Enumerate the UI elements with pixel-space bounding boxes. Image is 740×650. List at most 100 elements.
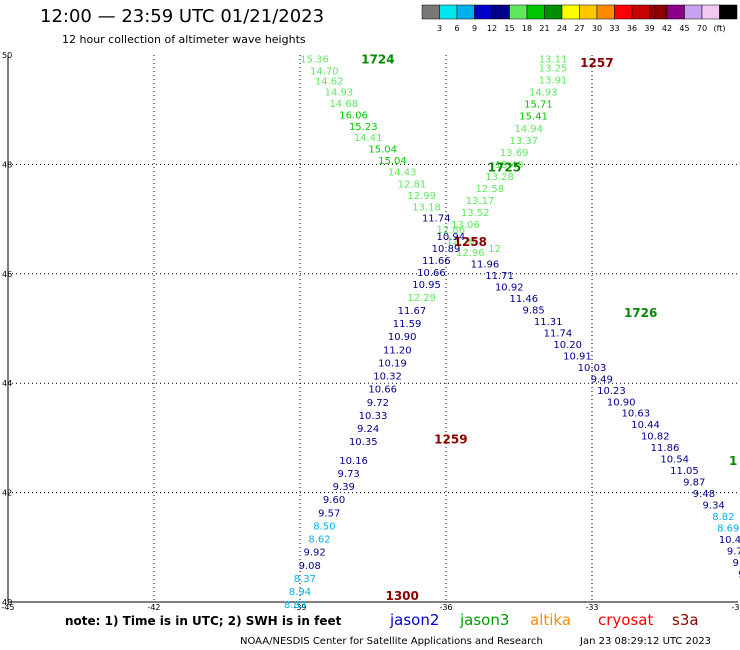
wave-height-value: 13.25 <box>539 64 568 75</box>
colorbar-swatch <box>491 4 510 20</box>
x-tick-label: -36 <box>439 603 452 612</box>
wave-height-value: 10.03 <box>578 363 607 374</box>
wave-height-value: 12.96 <box>456 248 485 259</box>
wave-height-value: 12.86 <box>437 225 466 236</box>
wave-height-value: 8.50 <box>313 521 335 532</box>
footer-credit: NOAA/NESDIS Center for Satellite Applica… <box>240 636 543 647</box>
wave-height-value: 9.92 <box>303 548 325 559</box>
wave-height-value: 11.86 <box>651 443 680 454</box>
wave-height-value: 10.89 <box>432 244 461 255</box>
legend-cryosat: cryosat <box>598 611 653 629</box>
pass-number-label: 1257 <box>580 56 613 70</box>
x-tick-label: -39 <box>293 603 306 612</box>
pass-number-label: 1 <box>729 454 737 468</box>
wave-height-value: 9.08 <box>299 561 321 572</box>
wave-height-value: 10.44 <box>631 420 660 431</box>
colorbar-label: 24 <box>557 24 567 33</box>
colorbar-swatch <box>701 4 720 20</box>
wave-height-value: 8.69 <box>717 524 739 535</box>
wave-height-value: 9.57 <box>318 508 340 519</box>
y-tick-label: 50 <box>2 51 12 60</box>
colorbar-swatch <box>456 4 475 20</box>
footer-note: note: 1) Time is in UTC; 2) SWH is in fe… <box>65 614 342 628</box>
wave-height-value: 10.95 <box>412 280 441 291</box>
colorbar: 3 6 9 12 15 18 21 24 27 30 33 36 39 42 45 70 (ft) <box>421 4 738 33</box>
wave-height-value: 12.81 <box>398 180 427 191</box>
colorbar-swatch <box>631 4 650 20</box>
footer: note: 1) Time is in UTC; 2) SWH is in fe… <box>65 611 711 647</box>
wave-height-value: 11.67 <box>398 306 427 317</box>
wave-height-value: 8.82 <box>712 512 734 523</box>
wave-height-value: 9.72 <box>367 398 389 409</box>
pass-number-label: 1300 <box>385 589 418 603</box>
wave-height-value: 14.41 <box>354 133 383 144</box>
wave-height-value: 10.19 <box>378 358 407 369</box>
legend-jason2: jason2 <box>389 611 439 629</box>
wave-height-value: 11.66 <box>422 256 451 267</box>
wave-height-value: 13.06 <box>451 220 480 231</box>
pass-number-label: 1259 <box>434 432 467 446</box>
x-tick-label: -33 <box>585 603 598 612</box>
pass-labels: 1724 1725 1726 1257 1258 1259 1300 1 <box>361 52 737 603</box>
wave-height-value: 9.87 <box>683 478 705 489</box>
pass-number-label: 1725 <box>488 161 521 175</box>
colorbar-swatch <box>579 4 598 20</box>
wave-height-value: 9.39 <box>333 482 355 493</box>
colorbar-swatch <box>561 4 580 20</box>
wave-height-value: 14.94 <box>514 124 543 135</box>
wave-height-value: 9.85 <box>522 305 544 316</box>
colorbar-label: 45 <box>679 24 689 33</box>
colorbar-swatch <box>421 4 440 20</box>
legend-jason3: jason3 <box>459 611 509 629</box>
axis-ticks: -45 -42 -39 -36 -33 -30 40 42 44 46 48 50 <box>1 51 740 612</box>
wave-height-value: 10.82 <box>641 432 670 443</box>
colorbar-label: 15 <box>504 24 514 33</box>
wave-height-value: 9. <box>738 570 740 581</box>
colorbar-label: 21 <box>539 24 549 33</box>
wave-height-value: 8.62 <box>308 535 330 546</box>
colorbar-swatch <box>684 4 703 20</box>
wave-height-value: 11.74 <box>422 213 451 224</box>
colorbar-swatch <box>596 4 615 20</box>
wave-height-value: 12.29 <box>407 293 436 304</box>
wave-height-value: 13.49 <box>495 160 524 171</box>
wave-height-value: 9.76 <box>727 547 740 558</box>
wave-height-value: 14.70 <box>310 66 339 77</box>
wave-height-value: 13.52 <box>461 208 490 219</box>
colorbar-swatch <box>526 4 545 20</box>
gridlines <box>8 55 738 602</box>
wave-height-value: 15.41 <box>519 112 548 123</box>
wave-height-value: 11.46 <box>510 294 539 305</box>
colorbar-label: 42 <box>662 24 672 33</box>
colorbar-label: 18 <box>522 24 532 33</box>
y-tick-label: 44 <box>2 379 12 388</box>
colorbar-swatch <box>474 4 493 20</box>
wave-height-value: 9.60 <box>323 495 345 506</box>
wave-height-value: 8.83 <box>284 600 306 611</box>
colorbar-label: 27 <box>574 24 584 33</box>
wave-height-value: 10.20 <box>553 340 582 351</box>
pass-number-label: 1726 <box>624 306 657 320</box>
wave-height-value: 15.36 <box>300 54 329 65</box>
colorbar-label: 36 <box>627 24 637 33</box>
wave-height-value: 11.71 <box>485 271 514 282</box>
wave-height-value: 11.31 <box>534 317 563 328</box>
wave-height-value: 8.37 <box>294 574 316 585</box>
wave-height-value: 14.68 <box>329 99 358 110</box>
wave-height-value: 14.62 <box>315 77 344 88</box>
colorbar-label: 33 <box>609 24 619 33</box>
wave-height-value: 13.69 <box>500 148 529 159</box>
wave-height-value: 10.23 <box>597 386 626 397</box>
wave-height-value: 10.66 <box>417 268 446 279</box>
colorbar-label: 9 <box>472 24 477 33</box>
wave-height-value: 11.59 <box>393 319 422 330</box>
wave-height-value: 11.05 <box>670 466 699 477</box>
wave-height-value: 10.54 <box>660 455 689 466</box>
wave-height-value: 9.73 <box>338 469 360 480</box>
colorbar-swatch <box>666 4 685 20</box>
legend-altika: altika <box>530 611 571 629</box>
wave-height-value: 11.74 <box>544 328 573 339</box>
wave-height-value: 15.71 <box>524 100 553 111</box>
wave-height-value: 15.23 <box>349 122 378 133</box>
